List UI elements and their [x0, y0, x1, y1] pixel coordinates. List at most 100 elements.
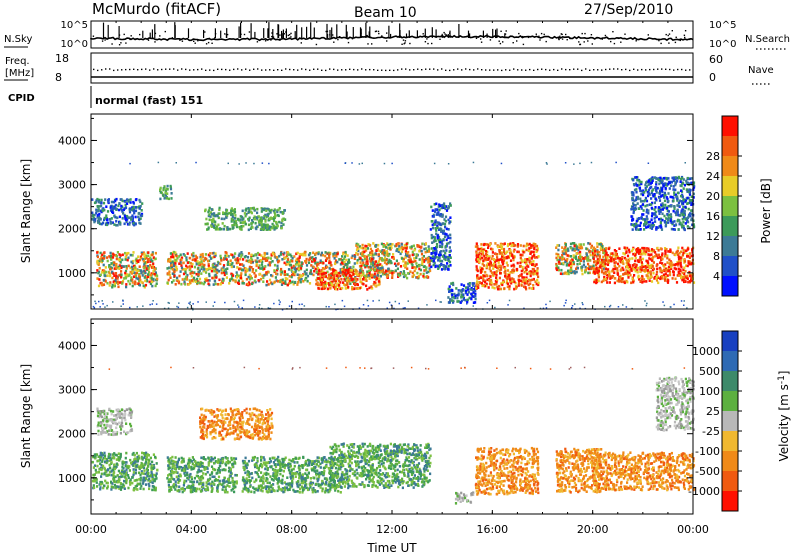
echo-point [634, 259, 637, 263]
echo-point [635, 182, 638, 185]
echo-point [110, 204, 113, 208]
echo-point [203, 263, 206, 267]
echo-point [223, 224, 226, 228]
echo-point [328, 283, 331, 287]
echo-point [208, 266, 211, 270]
echo-point [366, 273, 369, 276]
echo-point [199, 263, 202, 267]
echo-point [276, 268, 279, 272]
echo-point [166, 281, 169, 285]
echo-point [661, 202, 664, 205]
echo-point [592, 257, 595, 260]
echo-point [329, 272, 332, 276]
echo-point [593, 247, 596, 251]
echo-point [226, 214, 229, 218]
nave-dot [421, 69, 423, 71]
echo-point [311, 258, 315, 262]
echo-point [131, 268, 134, 272]
echo-point [151, 266, 154, 269]
echo-point [180, 256, 184, 260]
echo-point [444, 251, 447, 255]
echo-point [246, 269, 249, 273]
echo-point [144, 279, 147, 283]
echo-point [128, 282, 131, 286]
echo-point [358, 245, 361, 248]
echo-point [462, 298, 465, 301]
echo-point [501, 261, 504, 264]
echo-point [623, 252, 626, 256]
echo-point [360, 246, 363, 250]
echo-point [365, 276, 368, 280]
echo-point [446, 262, 449, 265]
echo-point [226, 212, 229, 215]
echo-point [332, 254, 335, 258]
nave-dot [657, 68, 659, 70]
nsky-panel-frame [90, 20, 694, 49]
echo-point [326, 287, 329, 291]
echo-point [392, 271, 395, 274]
echo-point [208, 279, 211, 282]
echo-point [473, 288, 476, 291]
echo-point [537, 275, 540, 279]
echo-point [632, 183, 636, 186]
echo-point [505, 280, 509, 283]
echo-point [647, 277, 650, 280]
echo-point [202, 259, 206, 263]
echo-point [114, 203, 117, 207]
echo-point [293, 267, 296, 271]
echo-point [123, 222, 126, 226]
echo-point [451, 296, 454, 299]
echo-point [397, 275, 400, 278]
nave-tick-bottom: 0 [709, 71, 716, 84]
echo-point [690, 218, 693, 222]
nsearch-dot [409, 42, 411, 45]
echo-point [677, 270, 680, 274]
echo-point [96, 261, 99, 265]
echo-point [679, 259, 682, 263]
echo-point [362, 282, 365, 286]
echo-point [131, 206, 134, 209]
echo-point [684, 269, 687, 273]
echo-point [673, 193, 676, 196]
echo-point [639, 270, 642, 273]
echo-point [351, 287, 354, 291]
echo-point [100, 222, 103, 226]
echo-point [651, 259, 654, 262]
echo-point [405, 247, 408, 250]
echo-point [317, 268, 321, 272]
echo-point [445, 242, 449, 246]
echo-point [650, 206, 653, 210]
echo-point [574, 248, 577, 251]
echo-point [256, 256, 259, 260]
echo-point [598, 250, 601, 254]
echo-point [97, 271, 100, 275]
echo-point [324, 251, 327, 254]
echo-point [383, 261, 387, 264]
echo-point [221, 277, 224, 281]
echo-point [328, 277, 331, 281]
echo-point [428, 262, 431, 265]
echo-point [138, 272, 141, 276]
echo-point [476, 269, 479, 273]
echo-point [392, 256, 395, 259]
echo-point [604, 262, 607, 266]
echo-point [651, 193, 654, 196]
echo-point [644, 204, 647, 208]
echo-point [199, 253, 202, 257]
nave-dot [505, 69, 507, 71]
echo-point [381, 266, 384, 269]
echo-point [141, 202, 144, 205]
echo-point [442, 249, 445, 253]
echo-point [250, 258, 254, 262]
echo-point [644, 267, 647, 271]
echo-point [371, 274, 374, 277]
echo-point [435, 252, 438, 255]
echo-point [213, 226, 216, 229]
echo-point [566, 257, 569, 261]
echo-point [660, 226, 663, 229]
echo-point [208, 255, 211, 258]
echo-point [234, 252, 237, 255]
echo-point [434, 210, 437, 213]
nsearch-dot [403, 43, 405, 45]
echo-point [422, 255, 425, 258]
